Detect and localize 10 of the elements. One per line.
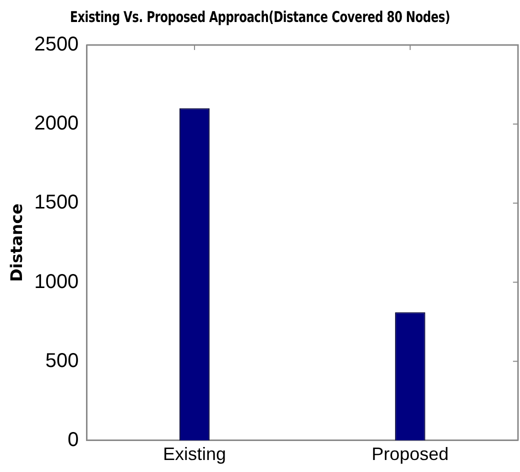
- y-axis-title: Distance: [6, 203, 26, 282]
- y-tick-label: 1000: [34, 270, 79, 293]
- x-tick-label: Existing: [163, 444, 226, 464]
- y-tick-label: 500: [45, 350, 79, 372]
- chart-title: Existing Vs. Proposed Approach(Distance Covered 80 Nodes): [69, 8, 451, 28]
- x-tick-label: Proposed: [372, 444, 449, 464]
- y-tick-label: 2000: [34, 112, 79, 135]
- y-tick-label: 0: [68, 428, 79, 451]
- y-tick-label: 1500: [34, 192, 79, 214]
- y-tick-label: 2500: [34, 34, 79, 56]
